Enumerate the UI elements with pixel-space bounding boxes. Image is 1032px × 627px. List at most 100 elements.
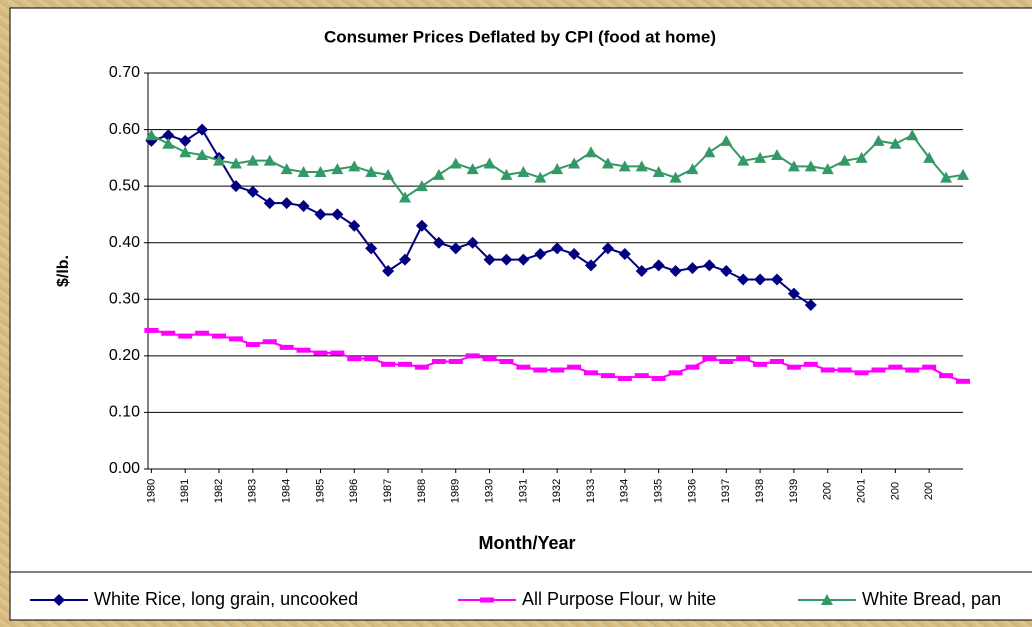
marker (262, 339, 277, 345)
marker (229, 180, 242, 193)
x-tick-label: 200 (923, 482, 935, 500)
marker (330, 350, 345, 356)
marker (331, 163, 344, 175)
marker (500, 168, 513, 180)
marker (466, 236, 479, 249)
legend-label: All Purpose Flour, w hite (522, 589, 716, 609)
marker (145, 129, 158, 141)
x-tick-label: 1934 (619, 479, 631, 503)
x-tick-label: 1982 (213, 479, 225, 503)
y-tick-label: 0.40 (109, 234, 140, 251)
y-axis-label: $/lb. (55, 255, 72, 287)
marker (652, 259, 665, 272)
marker (568, 157, 581, 169)
marker (669, 265, 682, 277)
legend-label: White Bread, pan (862, 589, 1001, 609)
marker (635, 160, 648, 172)
marker (770, 359, 785, 365)
marker (280, 163, 293, 175)
marker (600, 373, 615, 379)
marker (399, 253, 412, 266)
marker (618, 160, 631, 172)
marker (821, 594, 833, 605)
marker (567, 364, 582, 370)
marker (500, 253, 513, 266)
marker (957, 168, 969, 180)
marker (534, 171, 547, 183)
marker (162, 129, 175, 142)
marker (634, 373, 649, 379)
marker (314, 208, 327, 221)
marker (585, 146, 598, 158)
marker (297, 166, 310, 177)
x-tick-label: 1980 (145, 479, 157, 503)
x-tick-label: 2001 (855, 479, 867, 503)
x-tick-label: 1986 (348, 479, 360, 503)
marker (736, 356, 751, 362)
y-tick-label: 0.70 (109, 64, 140, 81)
marker (804, 298, 817, 311)
marker (720, 134, 733, 146)
marker (702, 356, 717, 362)
marker (803, 361, 818, 367)
marker (551, 163, 564, 175)
marker (415, 219, 428, 232)
marker (161, 330, 176, 336)
marker (431, 359, 446, 365)
marker (212, 333, 227, 339)
marker (923, 151, 936, 163)
marker (889, 137, 902, 149)
y-tick-label: 0.10 (109, 404, 140, 421)
marker (246, 185, 259, 198)
chart-title: Consumer Prices Deflated by CPI (food at… (324, 27, 716, 46)
marker (719, 359, 734, 365)
marker (534, 248, 547, 261)
marker (550, 367, 565, 373)
marker (196, 149, 209, 161)
marker (517, 253, 530, 266)
y-tick-label: 0.20 (109, 347, 140, 364)
x-tick-label: 1938 (754, 479, 766, 503)
marker (703, 146, 716, 158)
marker (297, 199, 310, 212)
marker (229, 157, 242, 169)
marker (449, 242, 462, 255)
marker (855, 151, 868, 163)
marker (871, 367, 886, 373)
chart-area (9, 7, 1032, 621)
marker (245, 342, 260, 348)
x-tick-label: 1935 (653, 479, 665, 503)
series-line (151, 128, 812, 306)
marker (415, 180, 428, 192)
marker (568, 248, 581, 261)
x-tick-label: 1985 (314, 479, 326, 503)
marker (872, 134, 885, 146)
marker (246, 154, 259, 166)
marker (364, 356, 379, 362)
marker (584, 370, 599, 376)
y-tick-label: 0.30 (109, 291, 140, 308)
marker (432, 236, 445, 249)
x-tick-label: 1939 (788, 479, 800, 503)
marker (601, 242, 614, 255)
marker (517, 166, 530, 177)
x-tick-label: 200 (889, 482, 901, 500)
x-tick-label: 1989 (450, 479, 462, 503)
marker (737, 154, 750, 166)
marker (771, 273, 784, 286)
marker (499, 359, 514, 365)
marker (449, 157, 462, 169)
marker (686, 163, 699, 175)
marker (313, 350, 328, 356)
marker (296, 347, 311, 353)
marker (466, 163, 479, 175)
x-tick-label: 1936 (686, 479, 698, 503)
marker (365, 166, 378, 177)
marker (482, 356, 497, 362)
marker (753, 361, 768, 367)
marker (53, 594, 65, 606)
marker (703, 259, 716, 272)
marker (179, 146, 192, 158)
